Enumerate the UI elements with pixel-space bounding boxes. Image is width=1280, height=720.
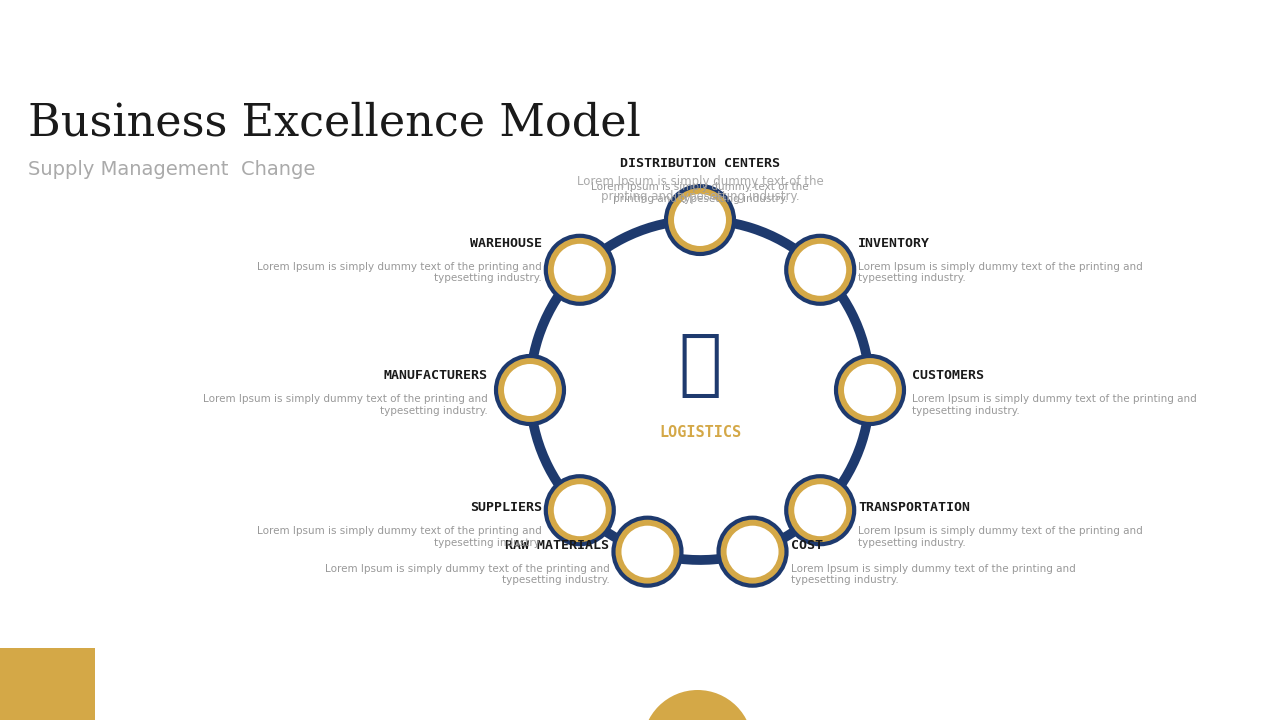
Text: WAREHOUSE: WAREHOUSE xyxy=(470,237,541,250)
Text: TRANSPORTATION: TRANSPORTATION xyxy=(858,501,970,514)
Circle shape xyxy=(836,356,904,424)
Circle shape xyxy=(622,526,673,577)
Circle shape xyxy=(554,485,605,536)
Circle shape xyxy=(727,526,778,577)
Text: Lorem Ipsum is simply dummy text of the printing and
typesetting industry.: Lorem Ipsum is simply dummy text of the … xyxy=(257,526,541,548)
Circle shape xyxy=(545,235,614,304)
Circle shape xyxy=(718,518,786,585)
Circle shape xyxy=(794,485,846,536)
Circle shape xyxy=(666,186,733,254)
Text: SUPPLIERS: SUPPLIERS xyxy=(470,501,541,514)
Circle shape xyxy=(675,194,726,246)
Text: LOGISTICS: LOGISTICS xyxy=(659,425,741,440)
Text: Lorem Ipsum is simply dummy text of the printing and
typesetting industry.: Lorem Ipsum is simply dummy text of the … xyxy=(204,394,488,415)
Text: 🚛: 🚛 xyxy=(678,330,722,400)
Circle shape xyxy=(504,364,556,416)
Circle shape xyxy=(786,476,854,544)
Circle shape xyxy=(786,235,854,304)
Circle shape xyxy=(497,356,564,424)
Text: Lorem Ipsum is simply dummy text of the printing and
typesetting industry.: Lorem Ipsum is simply dummy text of the … xyxy=(325,564,609,585)
Circle shape xyxy=(545,476,614,544)
Text: Lorem Ipsum is simply dummy text of the printing and
typesetting industry.: Lorem Ipsum is simply dummy text of the … xyxy=(858,526,1143,548)
Bar xyxy=(0,648,95,720)
Text: CUSTOMERS: CUSTOMERS xyxy=(911,369,984,382)
Text: Lorem Ipsum is simply dummy text of the printing and
typesetting industry.: Lorem Ipsum is simply dummy text of the … xyxy=(791,564,1075,585)
Text: INVENTORY: INVENTORY xyxy=(858,237,931,250)
Text: Lorem Ipsum is simply dummy text of the printing and
typesetting industry.: Lorem Ipsum is simply dummy text of the … xyxy=(257,262,541,284)
Text: DISTRIBUTION CENTERS: DISTRIBUTION CENTERS xyxy=(620,157,780,170)
Text: MANUFACTURERS: MANUFACTURERS xyxy=(384,369,488,382)
Text: Supply Management  Change: Supply Management Change xyxy=(28,160,315,179)
Text: Lorem Ipsum is simply dummy text of the printing and
typesetting industry.: Lorem Ipsum is simply dummy text of the … xyxy=(858,262,1143,284)
Circle shape xyxy=(844,364,896,416)
Circle shape xyxy=(554,244,605,296)
Text: RAW MATERIALS: RAW MATERIALS xyxy=(506,539,609,552)
Text: COST: COST xyxy=(791,539,823,552)
Text: Lorem Ipsum is simply dummy text of the
printing and typesetting industry.: Lorem Ipsum is simply dummy text of the … xyxy=(591,182,809,204)
Text: Lorem Ipsum is simply dummy text of the
printing and typesetting industry.: Lorem Ipsum is simply dummy text of the … xyxy=(576,175,823,203)
Text: Business Excellence Model: Business Excellence Model xyxy=(28,102,641,145)
Circle shape xyxy=(643,690,753,720)
Circle shape xyxy=(613,518,681,585)
Text: Lorem Ipsum is simply dummy text of the printing and
typesetting industry.: Lorem Ipsum is simply dummy text of the … xyxy=(911,394,1197,415)
Circle shape xyxy=(794,244,846,296)
